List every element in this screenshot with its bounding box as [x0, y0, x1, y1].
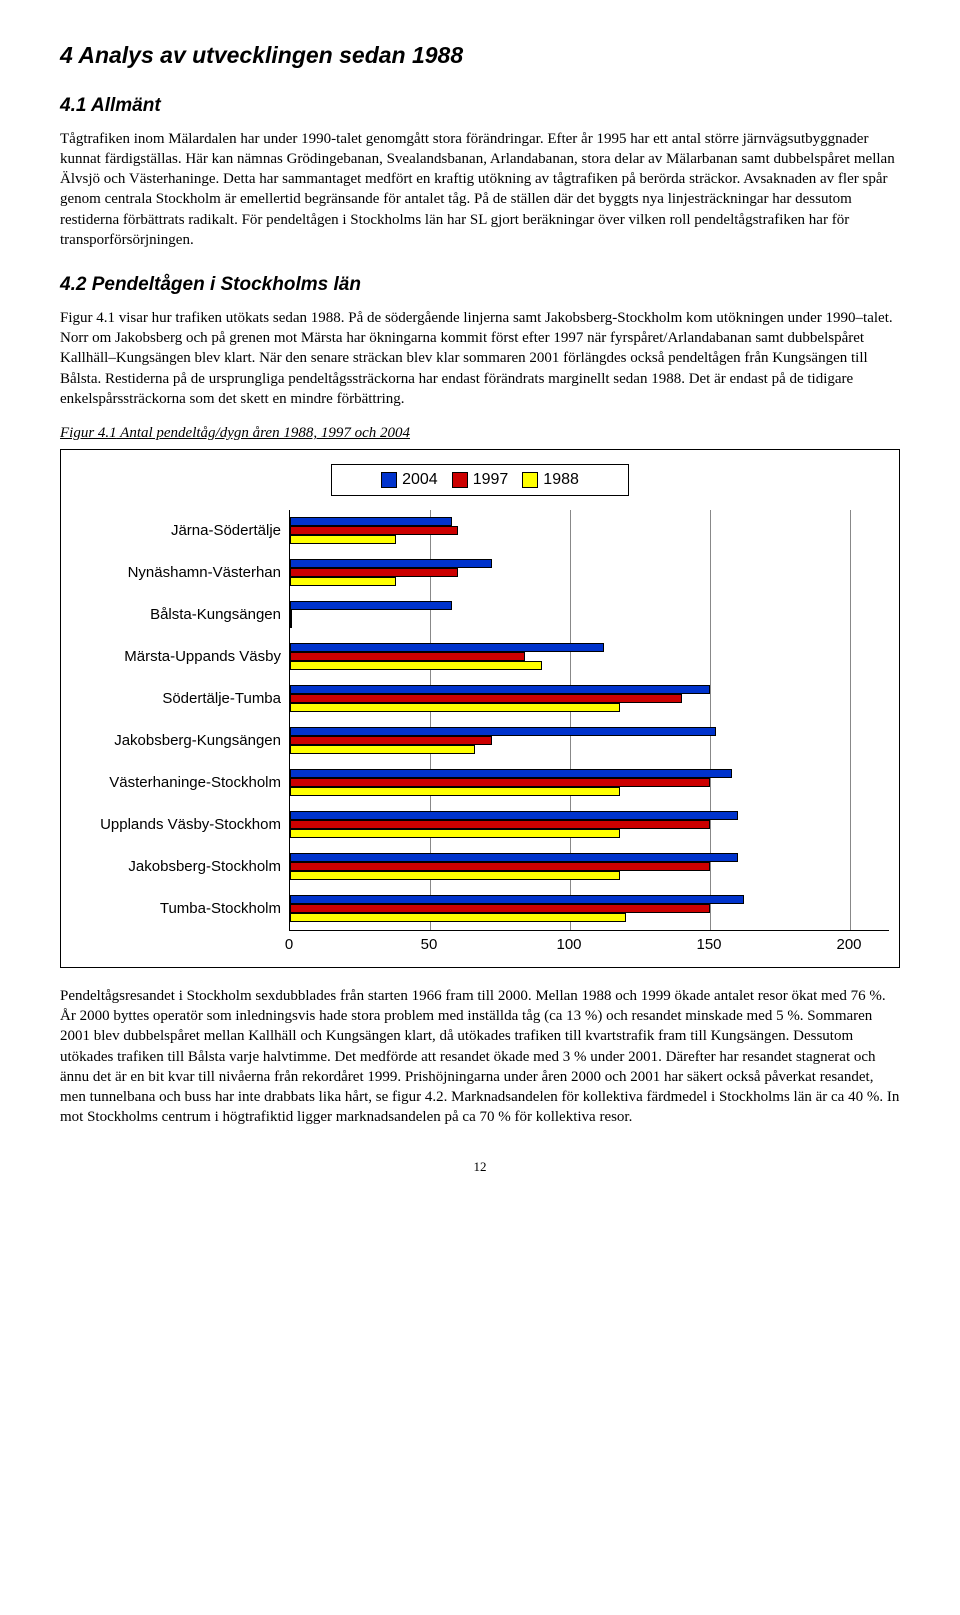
legend-item: 1988 — [522, 469, 579, 491]
chart-bar-group — [290, 804, 889, 846]
figure-caption: Figur 4.1 Antal pendeltåg/dygn åren 1988… — [60, 423, 900, 443]
chart-x-axis: 050100150200 — [289, 931, 849, 957]
chart-bar — [290, 661, 542, 670]
chart-bar-group — [290, 510, 889, 552]
chart-bar — [290, 787, 620, 796]
chart-plot-area — [289, 510, 889, 931]
chart-bar — [290, 703, 620, 712]
chart-bar-group — [290, 636, 889, 678]
chart-bar-group — [290, 720, 889, 762]
section-heading: 4 Analys av utvecklingen sedan 1988 — [60, 40, 900, 71]
chart-bar — [290, 535, 396, 544]
figure-caption-lead: Figur 4.1 — [60, 425, 117, 441]
chart-bar — [290, 559, 492, 568]
chart-bar-group — [290, 762, 889, 804]
chart-bar — [290, 853, 738, 862]
legend-swatch — [522, 472, 538, 488]
chart-bar-group — [290, 594, 889, 636]
chart-category-label: Märsta-Uppands Väsby — [71, 636, 281, 678]
chart-x-tick: 50 — [421, 935, 438, 955]
chart-x-tick: 100 — [556, 935, 581, 955]
chart-category-labels: Järna-SödertäljeNynäshamn-VästerhanBålst… — [71, 510, 289, 931]
chart-x-tick: 0 — [285, 935, 293, 955]
subsection-title: Pendeltågen i Stockholms län — [92, 274, 361, 295]
chart-bar — [290, 895, 744, 904]
chart-bar-group — [290, 678, 889, 720]
chart-category-label: Jakobsberg-Stockholm — [71, 846, 281, 888]
chart-category-label: Nynäshamn-Västerhan — [71, 552, 281, 594]
chart-legend: 2004 1997 1988 — [331, 464, 629, 496]
chart-category-label: Upplands Väsby-Stockhom — [71, 804, 281, 846]
chart-bars — [290, 510, 889, 930]
chart-bar — [290, 913, 626, 922]
figure-caption-rest: Antal pendeltåg/dygn åren 1988, 1997 och… — [117, 425, 410, 441]
body-paragraph: Pendeltågsresandet i Stockholm sexdubbla… — [60, 986, 900, 1128]
chart-bar — [290, 652, 525, 661]
body-paragraph: Tågtrafiken inom Mälardalen har under 19… — [60, 129, 900, 251]
chart-category-label: Södertälje-Tumba — [71, 678, 281, 720]
chart-bar — [290, 517, 452, 526]
legend-label: 2004 — [402, 469, 438, 491]
chart-bar — [290, 568, 458, 577]
section-title: Analys av utvecklingen sedan 1988 — [78, 42, 463, 68]
chart-bar — [290, 778, 710, 787]
chart-bar — [290, 619, 292, 628]
chart-bar — [290, 610, 292, 619]
chart-bar — [290, 643, 604, 652]
chart-category-label: Västerhaninge-Stockholm — [71, 762, 281, 804]
legend-item: 1997 — [452, 469, 509, 491]
chart-container: 2004 1997 1988 Järna-SödertäljeNynäshamn-V… — [60, 449, 900, 968]
chart-bar — [290, 736, 492, 745]
chart-bar-group — [290, 846, 889, 888]
chart-bar — [290, 694, 682, 703]
legend-item: 2004 — [381, 469, 438, 491]
legend-swatch — [381, 472, 397, 488]
chart-bar — [290, 577, 396, 586]
legend-swatch — [452, 472, 468, 488]
chart-bar-group — [290, 888, 889, 930]
chart-bar — [290, 871, 620, 880]
page-number: 12 — [60, 1158, 900, 1176]
chart-category-label: Tumba-Stockholm — [71, 888, 281, 930]
subsection-heading: 4.1 Allmänt — [60, 93, 900, 119]
chart-category-label: Järna-Södertälje — [71, 510, 281, 552]
section-number: 4 — [60, 42, 73, 68]
chart-bar — [290, 526, 458, 535]
chart-bar — [290, 811, 738, 820]
subsection-number: 4.1 — [60, 95, 86, 116]
body-paragraph: Figur 4.1 visar hur trafiken utökats sed… — [60, 308, 900, 409]
chart-bar — [290, 829, 620, 838]
chart-x-tick: 150 — [696, 935, 721, 955]
legend-label: 1988 — [543, 469, 579, 491]
chart-bar — [290, 862, 710, 871]
subsection-heading: 4.2 Pendeltågen i Stockholms län — [60, 272, 900, 298]
chart-bar — [290, 904, 710, 913]
subsection-number: 4.2 — [60, 274, 86, 295]
chart-category-label: Bålsta-Kungsängen — [71, 594, 281, 636]
legend-label: 1997 — [473, 469, 509, 491]
chart-bar — [290, 727, 716, 736]
chart-bar — [290, 685, 710, 694]
subsection-title: Allmänt — [91, 95, 161, 116]
chart-bar — [290, 769, 732, 778]
chart-category-label: Jakobsberg-Kungsängen — [71, 720, 281, 762]
chart-bar — [290, 745, 475, 754]
chart-bar — [290, 601, 452, 610]
chart-bar-group — [290, 552, 889, 594]
chart-bar — [290, 820, 710, 829]
chart-body: Järna-SödertäljeNynäshamn-VästerhanBålst… — [71, 510, 889, 931]
chart-x-tick: 200 — [836, 935, 861, 955]
